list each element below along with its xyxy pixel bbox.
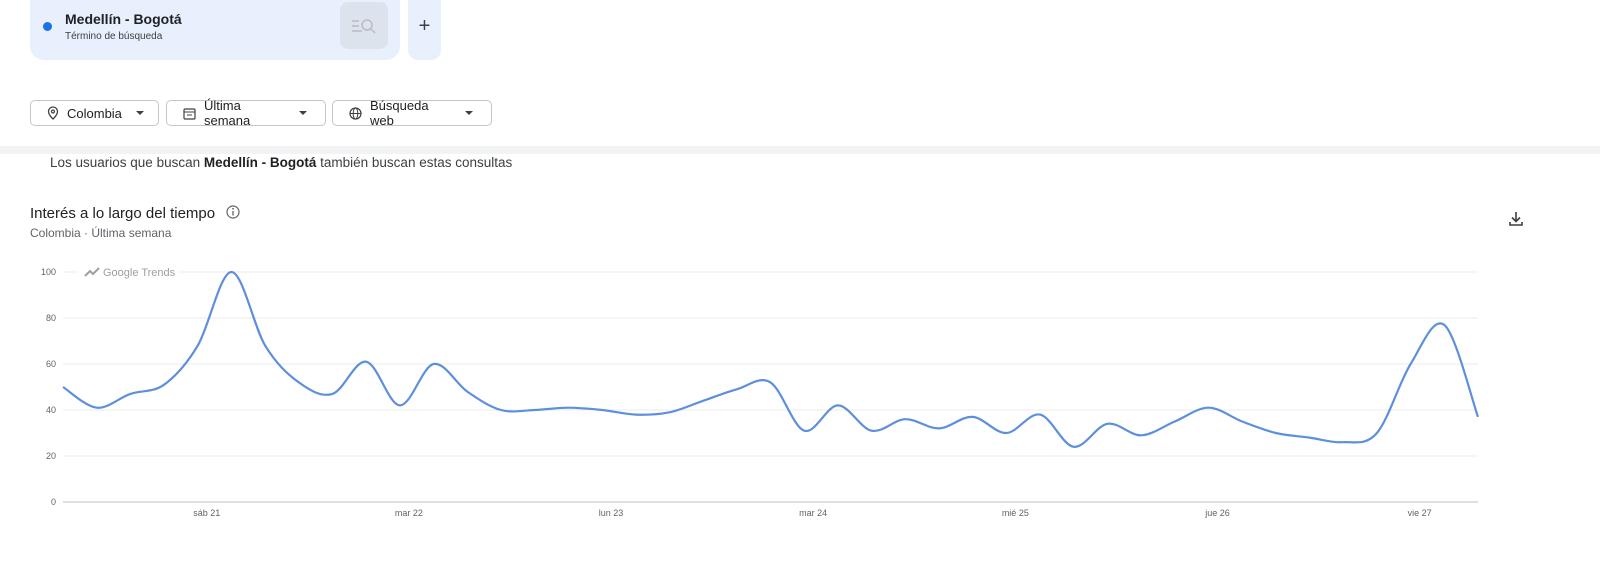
x-tick-label: mar 22	[395, 508, 423, 518]
header-panel: Medellín - Bogotá Término de búsqueda + …	[0, 0, 1600, 148]
x-tick-label: lun 23	[599, 508, 624, 518]
filter-label: Última semana	[204, 98, 251, 128]
search-icon-button[interactable]	[340, 2, 388, 49]
add-term-button[interactable]: +	[408, 0, 441, 60]
watermark: Google Trends	[103, 267, 176, 279]
search-icon	[352, 19, 376, 34]
watermark-bg	[78, 264, 178, 280]
filter-time[interactable]: Última semana	[166, 98, 326, 128]
section-divider	[0, 146, 1600, 154]
y-tick-label: 0	[51, 497, 56, 507]
filter-label: Búsqueda web	[370, 98, 429, 128]
filter-location[interactable]: Colombia	[30, 100, 159, 126]
dropdown-arrow	[465, 111, 473, 115]
calendar-icon	[183, 107, 196, 120]
x-tick-label: mar 24	[799, 508, 827, 518]
note-text: también buscan estas consultas	[320, 155, 513, 170]
related-note: Los usuarios que buscan Medellín - Bogot…	[50, 155, 512, 170]
chart-subtitle: Colombia · Última semana	[30, 226, 172, 240]
x-tick-label: jue 26	[1204, 508, 1230, 518]
y-tick-label: 100	[41, 267, 56, 277]
y-tick-label: 20	[46, 451, 56, 461]
note-text: Los usuarios que buscan	[50, 155, 201, 170]
dropdown-arrow	[299, 111, 307, 115]
chart-title-text: Interés a lo largo del tiempo	[30, 205, 216, 222]
watermark-icon	[84, 267, 100, 277]
pin-icon	[47, 106, 59, 120]
term-kind: Término de búsqueda	[65, 31, 163, 42]
chart: 0 20 40 60 80 100 Google Trends sáb 21 mar 22 lun…	[41, 264, 1480, 518]
chart-title: Interés a lo largo del tiempo	[30, 204, 241, 222]
x-tick-label: vie 27	[1408, 508, 1432, 518]
download-icon[interactable]	[1507, 210, 1525, 228]
trend-line	[62, 270, 1480, 448]
x-tick-label: mié 25	[1002, 508, 1029, 518]
x-tick-label: sáb 21	[193, 508, 220, 518]
filter-property[interactable]: Búsqueda web	[332, 98, 492, 128]
info-icon[interactable]	[225, 204, 241, 220]
term-color-dot	[43, 22, 52, 31]
note-term: Medellín - Bogotá	[203, 155, 317, 170]
term-name: Medellín - Bogotá	[65, 11, 182, 27]
y-tick-label: 80	[46, 313, 56, 323]
globe-icon	[349, 106, 362, 120]
search-term-card[interactable]: Medellín - Bogotá Término de búsqueda	[30, 0, 400, 60]
filter-label: Colombia	[67, 105, 122, 121]
y-tick-label: 40	[46, 405, 56, 415]
y-tick-label: 60	[46, 359, 56, 369]
dropdown-arrow	[135, 111, 144, 115]
